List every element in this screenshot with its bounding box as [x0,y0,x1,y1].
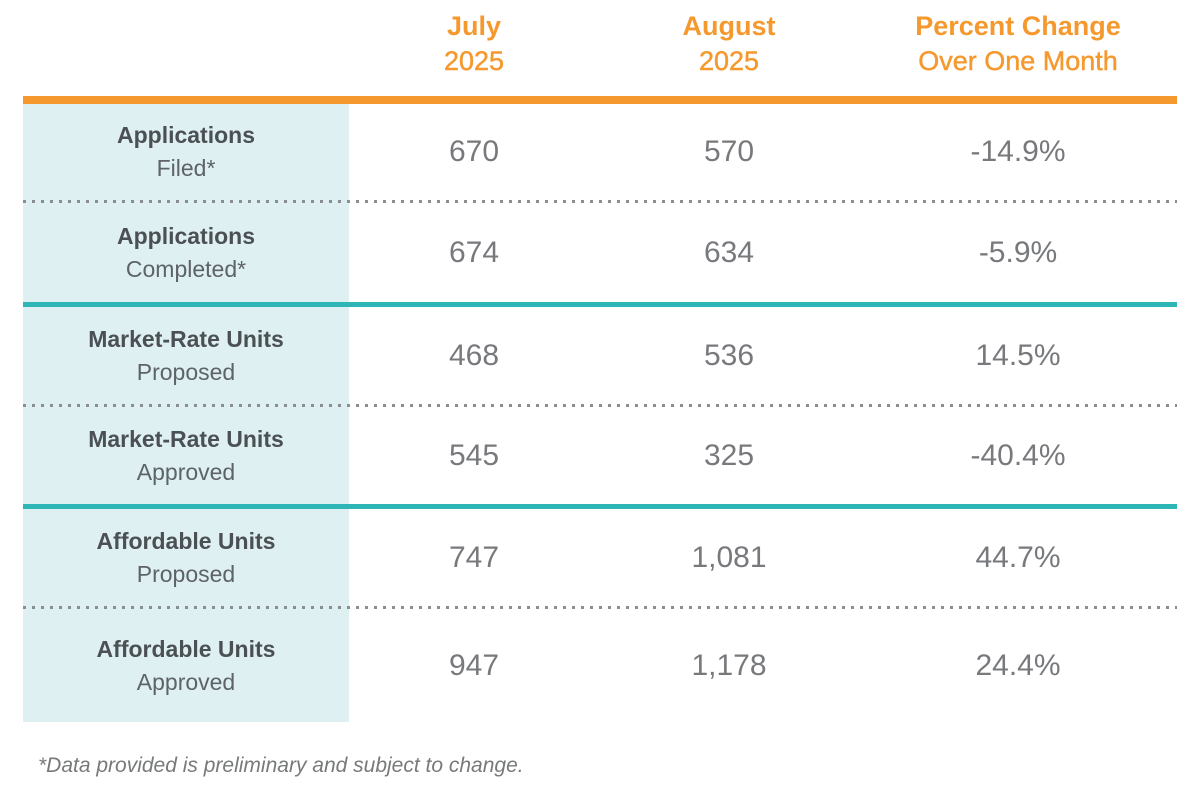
value-percent-change: 44.7% [975,540,1061,574]
value-july: 674 [448,235,500,269]
row-label-title: Affordable Units [96,527,276,554]
header-spacer [23,0,349,96]
row-label: Market-Rate Units Approved [23,423,349,489]
table-row-market-rate-approved: Market-Rate Units Approved 545 325 -40.4… [23,407,1177,504]
value-august: 1,178 [691,648,767,682]
footnote-text: *Data provided is preliminary and subjec… [38,754,524,777]
value-july: 670 [448,135,500,168]
row-label-title: Applications [116,222,255,249]
teal-group-separator [23,504,1177,509]
column-header-august: August 2025 [599,0,859,96]
column-header-percent-change-line2: Over One Month [918,46,1118,76]
value-august: 325 [703,438,755,472]
teal-group-separator [23,302,1177,307]
row-label-title: Market-Rate Units [88,425,284,452]
value-july: 747 [448,540,500,574]
row-label-subtitle: Completed* [125,255,247,282]
value-august: 536 [703,338,755,372]
dotted-separator [23,404,1177,407]
row-label-subtitle: Approved [136,458,236,485]
value-july: 468 [448,338,500,372]
column-header-august-year: 2025 [698,46,760,76]
dotted-separator [23,606,1177,609]
table-row-affordable-proposed: Affordable Units Proposed 747 1,081 44.7… [23,509,1177,606]
row-label-title: Affordable Units [96,635,276,662]
column-header-august-month: August [682,11,776,41]
label-column-background [23,104,349,722]
value-august: 634 [703,235,755,269]
table-row-applications-completed: Applications Completed* 674 634 -5.9% [23,203,1177,302]
column-header-percent-change-line1: Percent Change [915,11,1121,41]
value-percent-change: 14.5% [975,338,1061,372]
table-row-affordable-approved: Affordable Units Approved 947 1,178 24.4… [23,609,1177,722]
dotted-separator [23,200,1177,203]
value-august: 570 [703,135,755,168]
value-july: 947 [448,648,500,682]
monthly-stats-table: July 2025 August 2025 Percent Change Ove… [23,0,1177,722]
row-label: Applications Filed* [23,119,349,185]
column-header-july-month: July [446,11,502,41]
row-label: Market-Rate Units Proposed [23,323,349,389]
row-label-title: Market-Rate Units [88,325,284,352]
row-label-subtitle: Proposed [136,560,236,587]
header-divider-rule [23,96,1177,104]
row-label-subtitle: Filed* [156,155,216,181]
value-july: 545 [448,438,500,472]
table-body: Applications Filed* 670 570 -14.9% Appli… [23,104,1177,722]
column-header-july: July 2025 [349,0,599,96]
value-percent-change: -40.4% [970,438,1066,472]
row-label: Affordable Units Proposed [23,525,349,591]
column-header-percent-change: Percent Change Over One Month [859,0,1177,96]
table-row-market-rate-proposed: Market-Rate Units Proposed 468 536 14.5% [23,307,1177,404]
table-header-row: July 2025 August 2025 Percent Change Ove… [23,0,1177,96]
value-percent-change: 24.4% [975,648,1061,682]
row-label-title: Applications [116,122,255,148]
table-row-applications-filed: Applications Filed* 670 570 -14.9% [23,104,1177,200]
column-header-july-year: 2025 [443,46,505,76]
value-august: 1,081 [691,540,767,574]
row-label-subtitle: Proposed [136,358,236,385]
value-percent-change: -5.9% [978,235,1058,269]
row-label: Applications Completed* [23,220,349,286]
row-label: Affordable Units Approved [23,633,349,699]
value-percent-change: -14.9% [970,135,1066,168]
row-label-subtitle: Approved [136,668,236,695]
